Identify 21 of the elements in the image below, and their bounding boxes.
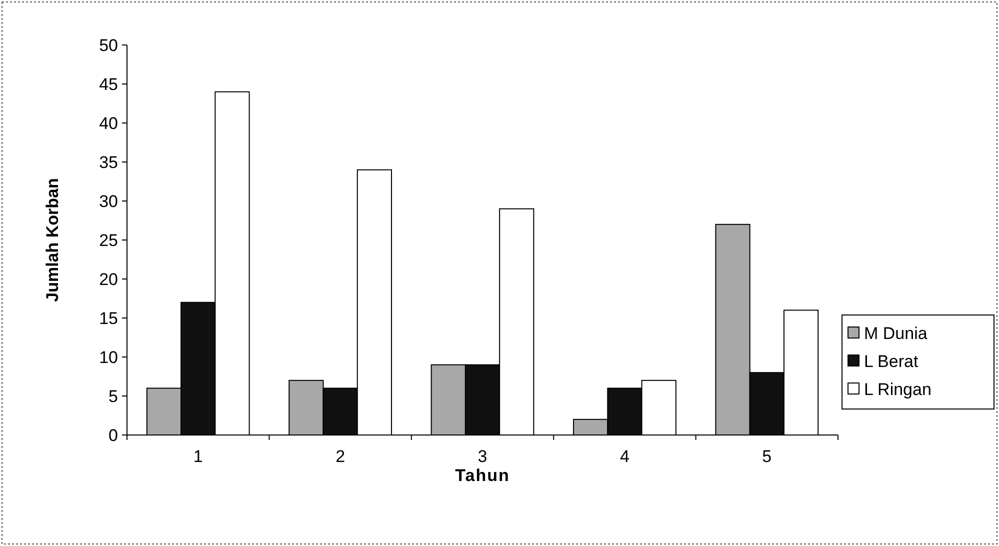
legend-label: L Berat xyxy=(864,352,918,371)
y-axis-title: Jumlah Korban xyxy=(43,178,62,302)
x-tick-label: 2 xyxy=(336,447,346,466)
x-tick-label: 5 xyxy=(762,447,772,466)
y-tick-label: 30 xyxy=(99,192,118,211)
y-tick-label: 15 xyxy=(99,308,118,328)
y-tick-label: 45 xyxy=(99,74,118,94)
y-tick-label: 5 xyxy=(108,386,118,406)
legend-label: L Ringan xyxy=(864,380,932,399)
x-tick-label: 4 xyxy=(620,447,630,466)
x-tick-label: 3 xyxy=(478,447,488,466)
y-tick-label: 10 xyxy=(99,348,118,367)
x-tick-label: 1 xyxy=(193,447,203,466)
y-tick-label: 35 xyxy=(99,152,118,172)
y-tick-label: 20 xyxy=(99,270,118,289)
y-tick-label: 0 xyxy=(108,426,118,445)
legend-label: M Dunia xyxy=(864,324,928,343)
y-tick-label: 25 xyxy=(99,230,118,250)
x-axis-title: Tahun xyxy=(455,466,510,485)
y-tick-label: 40 xyxy=(99,114,118,133)
y-tick-label: 50 xyxy=(99,36,118,55)
